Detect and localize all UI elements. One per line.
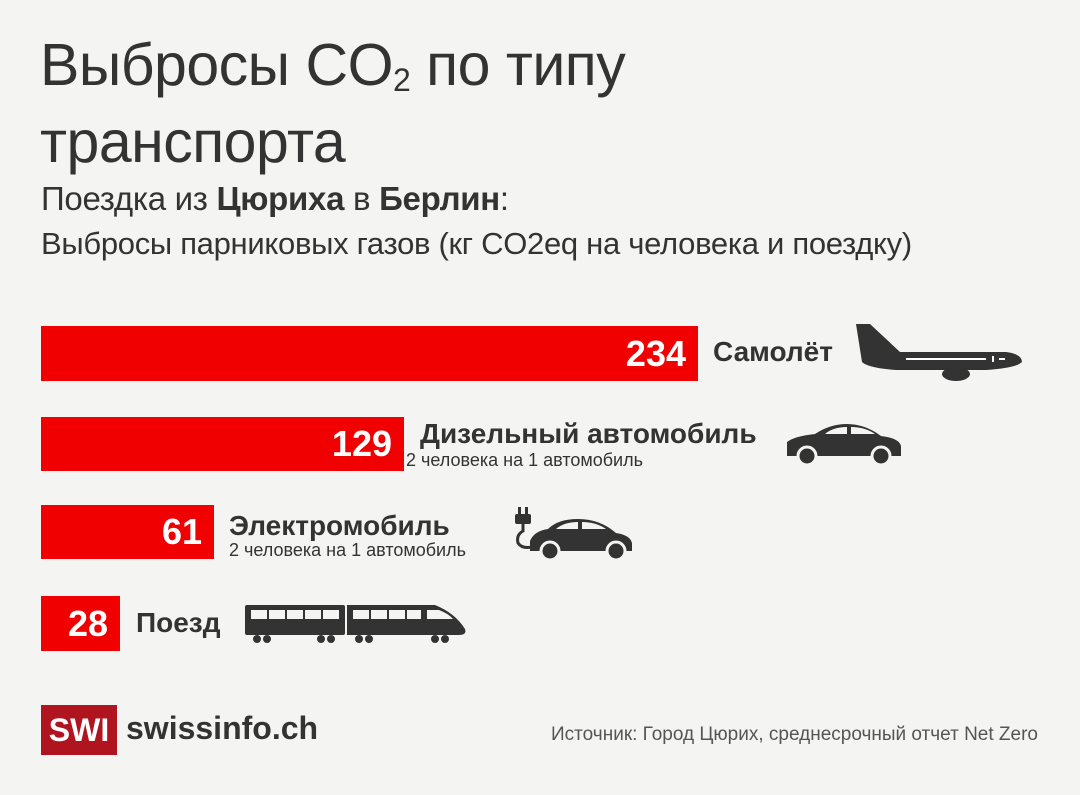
subtitle-mid: в bbox=[344, 180, 380, 217]
bar-airplane: 234 bbox=[41, 326, 698, 381]
bar-train: 28 bbox=[41, 596, 120, 651]
bar-value: 129 bbox=[331, 423, 392, 464]
title-text: Выбросы CO bbox=[40, 32, 393, 98]
bar-label: Электромобиль bbox=[229, 510, 450, 541]
chart-description: Выбросы парниковых газов (кг CO2eq на че… bbox=[41, 226, 912, 261]
swissinfo-logo-text: swissinfo.ch bbox=[126, 710, 319, 746]
bar-note: 2 человека на 1 автомобиль bbox=[406, 450, 643, 470]
trip-subtitle: Поездка из Цюриха в Берлин: bbox=[41, 180, 509, 218]
bar-note: 2 человека на 1 автомобиль bbox=[229, 540, 466, 560]
title-subscript: 2 bbox=[392, 62, 411, 98]
train-icon bbox=[245, 605, 466, 643]
swi-logo-badge: SWI bbox=[41, 705, 117, 755]
bar-label: Дизельный автомобиль bbox=[420, 418, 757, 449]
subtitle-to: Берлин bbox=[379, 180, 500, 217]
bar-value: 28 bbox=[67, 602, 108, 644]
subtitle-from: Цюриха bbox=[216, 180, 345, 217]
title-text-2: по типу транспорта bbox=[40, 32, 626, 175]
airplane-icon bbox=[856, 324, 1022, 381]
subtitle-suffix: : bbox=[499, 180, 509, 217]
electric-car-icon bbox=[515, 507, 632, 562]
bar-electric-car: 61 bbox=[41, 505, 214, 559]
chart-title: Выбросы CO2 по типу транспорта bbox=[40, 34, 800, 173]
bar-value: 61 bbox=[161, 511, 202, 552]
source-note: Источник: Город Цюрих, среднесрочный отч… bbox=[551, 724, 1038, 745]
bar-label: Самолёт bbox=[713, 336, 833, 367]
bar-label: Поезд bbox=[136, 607, 221, 638]
subtitle-prefix: Поездка из bbox=[41, 180, 217, 217]
bar-value: 234 bbox=[625, 332, 686, 374]
bar-diesel-car: 129 bbox=[41, 417, 404, 471]
car-icon bbox=[787, 424, 901, 467]
